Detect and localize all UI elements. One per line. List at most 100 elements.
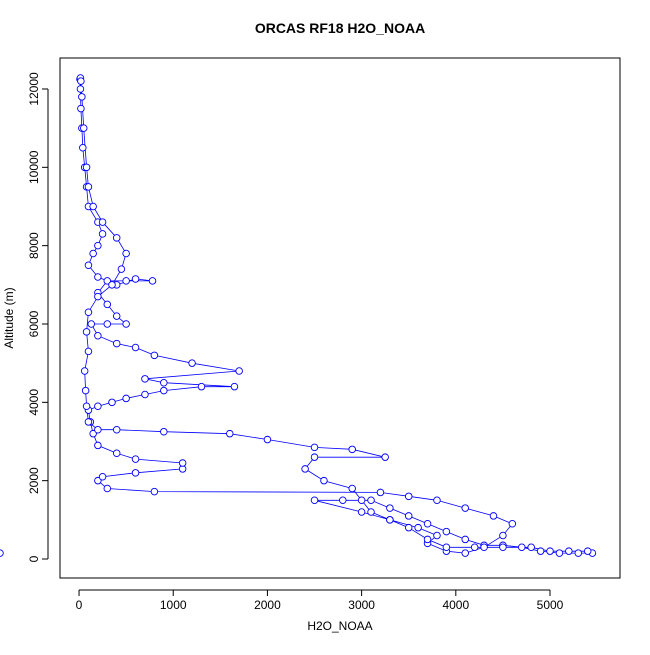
data-point — [108, 398, 116, 407]
data-point — [423, 520, 432, 528]
x-tick-label: 0 — [76, 598, 83, 612]
data-point — [141, 390, 149, 399]
data-point — [82, 163, 91, 172]
data-point — [94, 441, 102, 450]
data-point — [0, 549, 4, 557]
data-point — [112, 425, 121, 434]
data-point — [310, 496, 319, 505]
data-point — [518, 543, 526, 552]
data-point — [381, 453, 389, 461]
data-point — [103, 300, 112, 309]
data-point — [461, 504, 469, 512]
data-line — [79, 77, 593, 554]
data-point — [94, 402, 102, 410]
data-point — [131, 469, 140, 477]
data-point — [94, 273, 102, 281]
data-point — [141, 375, 149, 383]
data-point — [98, 230, 107, 238]
data-point — [555, 549, 564, 557]
y-tick-label: 4000 — [27, 389, 41, 416]
y-tick-label: 2000 — [27, 467, 41, 494]
data-point — [508, 520, 517, 528]
data-point — [404, 492, 413, 501]
data-point — [386, 516, 394, 524]
y-tick-label: 12000 — [27, 72, 41, 106]
data-point — [339, 496, 347, 505]
x-tick-label: 4000 — [442, 598, 469, 612]
data-point — [357, 496, 366, 505]
data-point — [76, 85, 85, 93]
data-point — [112, 449, 121, 457]
data-point — [117, 265, 126, 273]
data-point — [82, 402, 91, 410]
data-point — [103, 484, 112, 493]
data-point — [81, 386, 90, 395]
data-point — [442, 543, 451, 552]
data-point — [82, 328, 91, 336]
data-point — [433, 531, 441, 540]
data-point — [536, 547, 545, 555]
data-point — [423, 535, 432, 544]
data-point — [386, 504, 394, 512]
data-point — [461, 535, 469, 544]
data-point — [348, 484, 356, 493]
data-point — [470, 543, 479, 552]
data-point — [225, 429, 234, 438]
data-point — [160, 378, 168, 387]
x-tick-label: 1000 — [160, 598, 187, 612]
data-point — [442, 527, 451, 536]
data-point — [310, 443, 319, 452]
data-point — [527, 543, 535, 552]
data-point — [235, 367, 243, 375]
y-tick-label: 6000 — [27, 310, 41, 337]
x-tick-label: 5000 — [537, 598, 564, 612]
data-point — [367, 496, 375, 505]
data-point — [565, 547, 573, 555]
data-point — [489, 512, 498, 520]
data-point — [80, 367, 89, 375]
data-point — [310, 453, 319, 461]
data-point — [122, 394, 130, 403]
data-point — [320, 476, 328, 485]
data-point — [79, 124, 88, 132]
y-tick-label: 0 — [27, 555, 41, 562]
data-point — [84, 261, 93, 269]
data-point — [583, 547, 592, 555]
data-point — [94, 241, 102, 250]
data-point — [77, 77, 85, 85]
data-point — [148, 277, 157, 285]
data-point — [112, 312, 121, 320]
data-point — [131, 343, 140, 352]
data-point — [160, 427, 168, 436]
data-point — [404, 512, 413, 520]
data-point — [461, 549, 469, 557]
data-point — [84, 183, 93, 191]
data-point — [197, 382, 206, 391]
data-point — [131, 455, 140, 463]
data-point — [160, 386, 168, 395]
data-point — [357, 508, 366, 516]
data-point — [263, 435, 272, 444]
x-tick-label: 2000 — [254, 598, 281, 612]
data-point — [348, 445, 356, 454]
data-point — [188, 359, 196, 367]
data-point — [78, 93, 86, 101]
data-point — [178, 459, 187, 467]
data-point — [108, 281, 116, 289]
data-point — [480, 543, 488, 552]
data-point — [94, 331, 102, 340]
data-point — [112, 339, 121, 348]
y-axis-label: Altitude (m) — [2, 287, 16, 348]
data-point — [414, 523, 422, 532]
data-point — [301, 465, 309, 473]
data-point — [574, 549, 583, 557]
x-tick-label: 3000 — [348, 598, 375, 612]
data-point — [89, 429, 97, 438]
data-point — [103, 277, 112, 285]
data-point — [499, 531, 507, 540]
data-point — [84, 308, 93, 316]
data-point — [94, 425, 102, 434]
data-point — [84, 418, 93, 426]
data-point — [89, 202, 97, 211]
